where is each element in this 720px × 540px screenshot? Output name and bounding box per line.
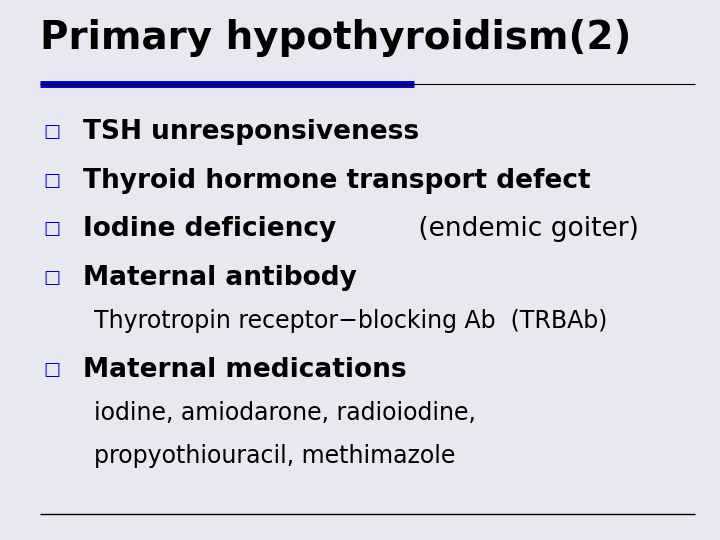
Text: propyothiouracil, methimazole: propyothiouracil, methimazole	[94, 444, 455, 468]
Text: □: □	[43, 123, 60, 141]
Text: □: □	[43, 220, 60, 239]
Text: □: □	[43, 269, 60, 287]
Text: □: □	[43, 361, 60, 379]
Text: Maternal medications: Maternal medications	[83, 357, 406, 383]
Text: iodine, amiodarone, radioiodine,: iodine, amiodarone, radioiodine,	[94, 401, 475, 425]
Text: (endemic goiter): (endemic goiter)	[410, 217, 639, 242]
Text: □: □	[43, 172, 60, 190]
Text: Maternal antibody: Maternal antibody	[83, 265, 356, 291]
Text: TSH unresponsiveness: TSH unresponsiveness	[83, 119, 419, 145]
Text: Thyroid hormone transport defect: Thyroid hormone transport defect	[83, 168, 590, 194]
Text: Iodine deficiency: Iodine deficiency	[83, 217, 336, 242]
Text: Primary hypothyroidism(2): Primary hypothyroidism(2)	[40, 19, 631, 57]
Text: Thyrotropin receptor−blocking Ab  (TRBAb): Thyrotropin receptor−blocking Ab (TRBAb)	[94, 309, 607, 333]
